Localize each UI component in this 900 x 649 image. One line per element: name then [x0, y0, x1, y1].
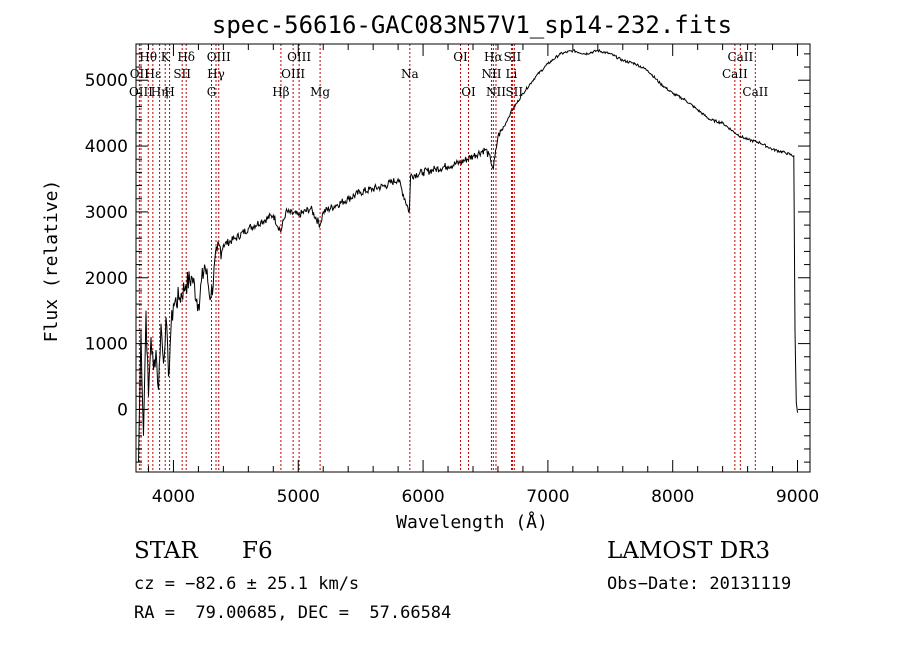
- line-label-0: Hθ: [139, 50, 157, 64]
- object-class: STAR: [134, 538, 198, 564]
- x-tick-label-6000: 6000: [401, 487, 444, 507]
- x-axis-label: Wavelength (Å): [396, 511, 548, 533]
- plot-frame: [135, 43, 811, 473]
- x-tick-label-8000: 8000: [651, 487, 694, 507]
- line-label-20: SII: [504, 50, 522, 64]
- line-label-18: OI: [461, 85, 476, 99]
- y-axis: 0 1000 2000 3000 4000 5000: [85, 53, 810, 463]
- line-label-2: OIII: [129, 85, 153, 99]
- line-label-16: Na: [401, 67, 419, 81]
- spectral-line-labels: Hθ OII OIII K Hε Hη Hδ SII H OIII Hγ G OIII OIII Hβ Mg N…: [129, 50, 769, 99]
- line-label-9: OIII: [207, 50, 231, 64]
- sky-coordinates: RA = 79.00685, DEC = 57.66584: [134, 603, 452, 623]
- chart-title: spec-56616-GAC083N57V1_sp14-232.fits: [212, 11, 732, 39]
- line-label-26: CaII: [722, 67, 748, 81]
- line-label-14: Hβ: [272, 85, 289, 99]
- y-tick-label-1000: 1000: [85, 335, 128, 355]
- line-label-7: SII: [173, 67, 191, 81]
- y-tick-label-5000: 5000: [85, 71, 128, 91]
- line-label-15: Mg: [310, 85, 330, 99]
- redshift-velocity: cz = −82.6 ± 25.1 km/s: [134, 574, 360, 594]
- line-label-5: Hη: [151, 85, 169, 99]
- line-label-21: NII: [481, 67, 501, 81]
- line-label-6: Hδ: [177, 50, 195, 64]
- x-tick-label-4000: 4000: [152, 487, 195, 507]
- line-label-12: OIII: [287, 50, 311, 64]
- y-axis-label: Flux (relative): [41, 180, 62, 343]
- survey-name: LAMOST DR3: [607, 538, 771, 564]
- x-tick-label-7000: 7000: [526, 487, 569, 507]
- object-subclass: F6: [242, 538, 273, 564]
- line-label-4: Hε: [145, 67, 162, 81]
- y-tick-label-4000: 4000: [85, 137, 128, 157]
- line-label-23: NII: [486, 85, 506, 99]
- line-label-24: SII: [505, 85, 523, 99]
- line-label-19: Hα: [484, 50, 503, 64]
- line-label-3: K: [161, 50, 171, 64]
- line-label-10: Hγ: [207, 67, 225, 81]
- spectrum-line: [138, 48, 798, 463]
- line-label-11: G: [207, 85, 217, 99]
- x-tick-label-5000: 5000: [277, 487, 320, 507]
- line-label-25: CaII: [727, 50, 753, 64]
- line-label-22: Li: [506, 67, 518, 81]
- y-tick-label-2000: 2000: [85, 269, 128, 289]
- line-label-8: H: [164, 85, 174, 99]
- line-label-27: CaII: [742, 85, 768, 99]
- y-tick-label-0: 0: [117, 400, 128, 420]
- line-label-1: OII: [130, 67, 150, 81]
- spectral-line-markers: [138, 44, 756, 472]
- observation-date: Obs−Date: 20131119: [607, 574, 792, 594]
- x-tick-label-9000: 9000: [776, 487, 819, 507]
- line-label-13: OIII: [281, 67, 305, 81]
- x-axis: 4000 5000 6000 7000 8000 9000: [147, 44, 819, 507]
- y-tick-label-3000: 3000: [85, 203, 128, 223]
- line-label-17: OI: [453, 50, 468, 64]
